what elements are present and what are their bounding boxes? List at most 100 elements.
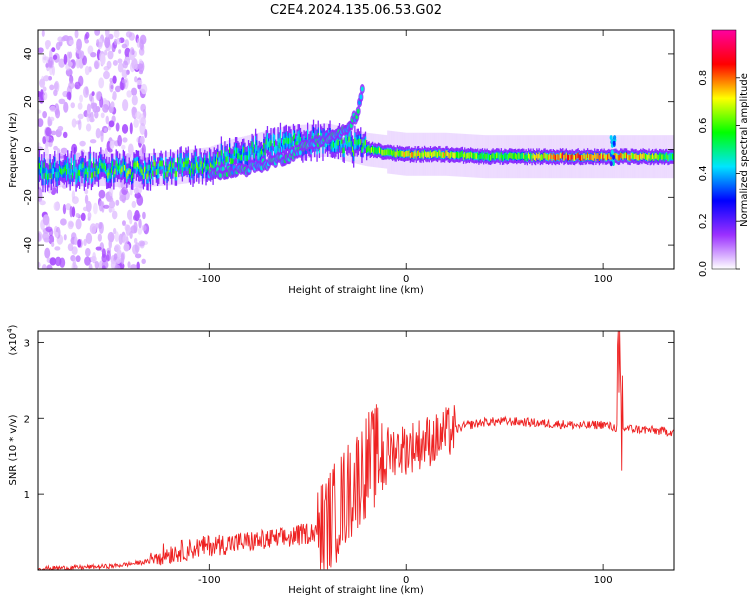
heat-core (426, 152, 428, 158)
heat-noise-blob (57, 125, 64, 132)
heat-noise-blob (123, 243, 130, 252)
heat-noise-blob (121, 186, 128, 195)
heat-core (121, 166, 123, 173)
heat-noise-blob (109, 81, 114, 93)
heat-noise-blob (60, 218, 67, 226)
heat-core (414, 150, 416, 157)
heat-core (650, 154, 653, 161)
heat-core (560, 153, 563, 160)
heat-core (484, 152, 486, 159)
heat-core (120, 168, 122, 175)
heat-noise-blob (121, 144, 126, 150)
heat-core (446, 150, 448, 156)
heat-core (306, 135, 309, 142)
heat-core (666, 153, 668, 159)
heat-core (195, 162, 198, 169)
heat-noise-blob (113, 30, 120, 39)
heat-core (538, 152, 540, 159)
heat-noise-blob (74, 30, 79, 39)
heat-core (311, 135, 313, 142)
heat-core (401, 150, 403, 157)
snr-series-line (38, 331, 674, 570)
heat-core (455, 151, 458, 158)
heat-core (278, 142, 280, 149)
heat-core (442, 152, 445, 158)
snr-y-exponent: (x104) (6, 324, 19, 355)
heat-core (81, 164, 83, 170)
heat-noise-blob (116, 37, 121, 45)
heat-core (429, 150, 432, 157)
heat-core (578, 154, 580, 161)
heat-core (518, 152, 520, 159)
heat-noise-blob (95, 127, 101, 139)
heat-core (517, 153, 519, 159)
heat-noise-blob (112, 59, 118, 66)
heat-core (558, 154, 560, 161)
heat-secondary (359, 94, 363, 100)
heat-noise-blob (121, 69, 128, 79)
heat-core (340, 139, 342, 146)
heat-core (478, 154, 480, 161)
heat-core (533, 154, 536, 161)
heat-core (226, 156, 228, 162)
heat-noise-blob (66, 51, 71, 64)
heat-core (354, 138, 356, 144)
heat-burst (613, 135, 617, 141)
heat-core (292, 135, 295, 142)
heat-core (459, 152, 461, 159)
heat-core (250, 148, 252, 155)
heat-noise-blob (54, 246, 61, 251)
heat-core (182, 161, 185, 168)
heat-core (507, 153, 510, 160)
heat-core (122, 161, 124, 168)
heat-core (568, 154, 570, 161)
heat-core (289, 137, 291, 144)
heat-core (208, 154, 211, 161)
heat-core (473, 153, 475, 160)
heat-core (221, 153, 224, 160)
heat-noise-blob (87, 212, 92, 219)
heat-core (293, 132, 296, 139)
heat-noise-blob (130, 264, 138, 269)
heat-core (103, 162, 106, 169)
heat-noise-blob (51, 47, 56, 53)
heat-noise-blob (121, 79, 128, 84)
snr-x-axis: -100 0 100 (198, 331, 613, 586)
heat-noise-blob (98, 222, 104, 234)
heat-core (87, 172, 89, 178)
heat-core (341, 137, 343, 144)
heat-noise-blob (112, 90, 117, 101)
heat-core (552, 153, 555, 160)
heat-core (200, 161, 202, 168)
heat-core (277, 139, 279, 146)
spectrogram-y-axis: -40 -20 0 20 40 (23, 48, 674, 253)
heat-core (71, 172, 74, 179)
heat-noise-blob (77, 238, 82, 248)
heat-noise-blob (62, 204, 67, 215)
heat-core (296, 141, 298, 147)
heat-core (154, 161, 156, 168)
heat-core (664, 153, 667, 160)
heat-core (422, 152, 425, 159)
heat-noise-blob (94, 61, 99, 70)
heat-core (177, 157, 179, 164)
heat-core (448, 152, 451, 159)
heat-core (204, 157, 206, 164)
heat-noise-blob (133, 221, 138, 234)
heat-core (184, 161, 186, 168)
heat-noise-blob (71, 190, 76, 200)
heat-core (114, 168, 116, 175)
heat-core (628, 154, 630, 161)
heat-core (586, 152, 589, 159)
heat-core (393, 149, 395, 156)
heat-core (510, 152, 512, 159)
heat-noise-blob (42, 136, 47, 145)
heat-core (465, 153, 467, 160)
heat-core (575, 153, 577, 160)
heat-core (583, 152, 585, 159)
heat-noise-blob (58, 98, 66, 105)
heat-core (149, 173, 152, 180)
heat-core (598, 155, 601, 161)
heat-core (169, 161, 172, 167)
heat-core (224, 150, 226, 157)
